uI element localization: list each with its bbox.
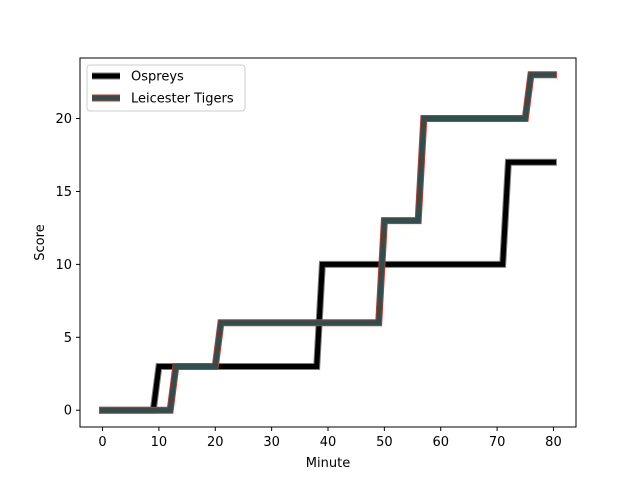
x-axis-ticks: 0 10 20 30 40 50 60 70 80	[98, 427, 562, 450]
x-tick-label: 60	[432, 435, 449, 450]
x-tick-label: 30	[263, 435, 280, 450]
y-tick-label: 5	[64, 331, 72, 346]
legend-box	[86, 64, 246, 112]
y-tick-label: 15	[55, 185, 72, 200]
legend-entry-1-label: Leicester Tigers	[131, 92, 234, 107]
x-tick-label: 80	[545, 435, 562, 450]
y-axis-ticks: 0 5 10 15 20	[55, 112, 80, 419]
x-axis-label: Minute	[306, 456, 350, 471]
series-1-line	[100, 72, 556, 413]
x-tick-label: 40	[320, 435, 337, 450]
y-tick-label: 0	[64, 404, 72, 419]
y-axis-label: Score	[33, 224, 48, 260]
x-tick-label: 0	[98, 435, 106, 450]
legend: Ospreys Leicester Tigers	[86, 64, 246, 112]
x-tick-label: 50	[376, 435, 393, 450]
legend-entry-0-label: Ospreys	[131, 70, 184, 85]
y-tick-label: 20	[55, 112, 72, 127]
series-layer	[99, 71, 557, 414]
series-0-line	[100, 159, 556, 413]
x-tick-label: 70	[489, 435, 506, 450]
x-tick-label: 20	[207, 435, 224, 450]
y-tick-label: 10	[55, 258, 72, 273]
x-tick-label: 10	[151, 435, 168, 450]
